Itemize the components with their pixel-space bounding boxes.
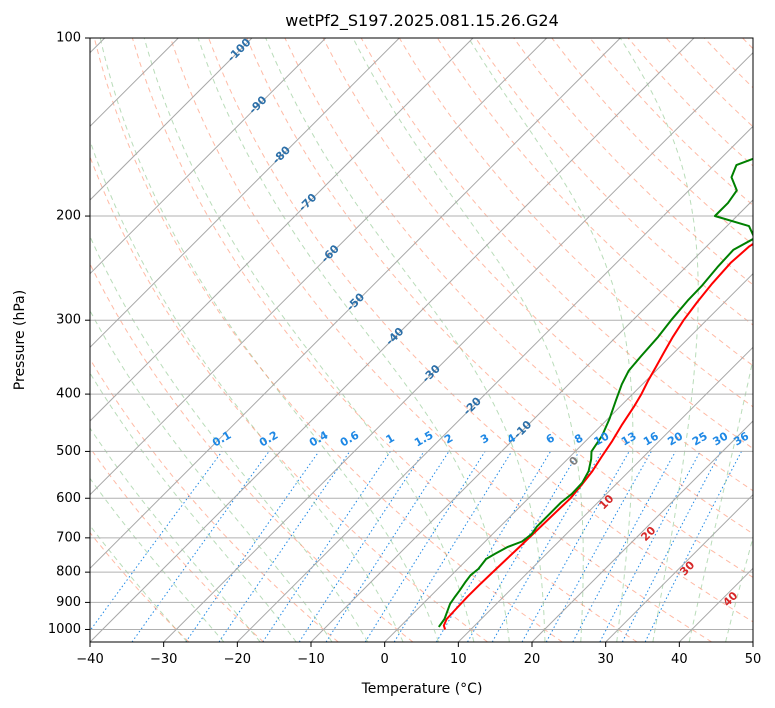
isotherm-line — [457, 346, 753, 642]
mixing-ratio-line — [185, 451, 320, 642]
x-tick-label: −10 — [297, 652, 324, 667]
dry-adiabats — [90, 38, 753, 642]
moist-adiabat-line — [99, 38, 439, 642]
y-tick-label: 700 — [56, 530, 81, 545]
mixing-ratio-line — [393, 451, 513, 642]
temperature-line — [442, 242, 753, 630]
moist-adiabat-line — [265, 38, 546, 642]
mixing-ratio-line — [621, 451, 722, 642]
isotherm-line — [90, 38, 253, 201]
isotherm-line — [90, 38, 327, 275]
isotherm-line — [90, 38, 474, 422]
isotherm-line — [90, 38, 621, 570]
dry-adiabat-line — [131, 38, 638, 642]
isotherm-line — [90, 38, 400, 349]
isotherm-line — [531, 420, 753, 642]
y-tick-label: 600 — [56, 491, 81, 506]
isotherm-line — [384, 272, 753, 642]
isotherm-line — [310, 199, 753, 642]
dry-adiabat-line — [90, 446, 264, 642]
x-tick-label: 40 — [671, 652, 688, 667]
isotherm-gridlines — [90, 38, 753, 642]
x-tick-label: −20 — [224, 652, 251, 667]
x-tick-label: 20 — [524, 652, 541, 667]
dewpoint-line — [437, 157, 753, 628]
y-tick-label: 200 — [56, 209, 81, 224]
dry-adiabat-line — [90, 155, 488, 642]
dry-adiabat-line — [208, 38, 753, 623]
mixing-ratio-line — [644, 451, 742, 642]
moist-adiabat-line — [90, 372, 297, 642]
mixing-ratio-line — [572, 451, 676, 642]
y-tick-label: 300 — [56, 313, 81, 328]
y-tick-label: 800 — [56, 565, 81, 580]
mixing-ratio-line — [521, 451, 630, 642]
dry-adiabat-line — [513, 38, 753, 286]
mixing-ratio-line — [325, 451, 450, 642]
moist-adiabat-line — [468, 38, 634, 642]
moist-adiabat-line — [619, 38, 699, 642]
dry-adiabat-line — [246, 38, 753, 578]
x-tick-label: 0 — [381, 652, 389, 667]
x-tick-label: 30 — [597, 652, 614, 667]
moist-adiabat-line — [143, 38, 475, 642]
dry-adiabat-line — [360, 38, 753, 450]
axes: −40 −30 −20 −10 0 10 20 30 40 50 100 200 300 400 500 60… — [48, 31, 761, 668]
dry-adiabat-line — [93, 38, 563, 642]
y-tick-label: 1000 — [48, 622, 81, 637]
dry-adiabat-line — [90, 358, 339, 642]
moist-adiabats — [90, 38, 753, 642]
y-tick-label: 100 — [56, 31, 81, 46]
mixing-ratio-line — [545, 451, 652, 642]
x-tick-label: −40 — [76, 652, 103, 667]
x-tick-label: 10 — [450, 652, 467, 667]
x-axis-title: Temperature (°C) — [361, 681, 483, 697]
moist-adiabat-line — [90, 235, 369, 642]
mixing-ratio-line — [90, 451, 223, 632]
y-tick-label: 900 — [56, 595, 81, 610]
dry-adiabat-line — [398, 38, 753, 408]
plot-frame — [89, 37, 754, 643]
y-axis-title: Pressure (hPa) — [12, 290, 28, 390]
moist-adiabat-line — [90, 524, 188, 642]
profile-series — [437, 157, 753, 630]
isotherm-line — [163, 51, 753, 642]
isotherm-line — [236, 125, 753, 642]
dry-adiabat-line — [170, 38, 712, 642]
isotherm-line — [90, 38, 548, 496]
y-tick-label: 500 — [56, 444, 81, 459]
mixing-ratio-line — [298, 451, 425, 642]
dry-adiabat-line — [90, 531, 190, 642]
mixing-ratio-line — [218, 451, 351, 642]
x-tick-label: 50 — [745, 652, 762, 667]
isotherm-line — [605, 493, 753, 642]
chart-title: wetPf2_S197.2025.081.15.26.G24 — [285, 11, 559, 31]
moist-adiabat-line — [90, 477, 225, 642]
isobar-gridlines — [90, 38, 753, 630]
y-tick-label: 400 — [56, 387, 81, 402]
moist-adiabat-line — [90, 427, 261, 642]
moist-adiabat-line — [90, 139, 404, 642]
x-tick-label: −30 — [150, 652, 177, 667]
isotherm-line — [90, 38, 695, 642]
